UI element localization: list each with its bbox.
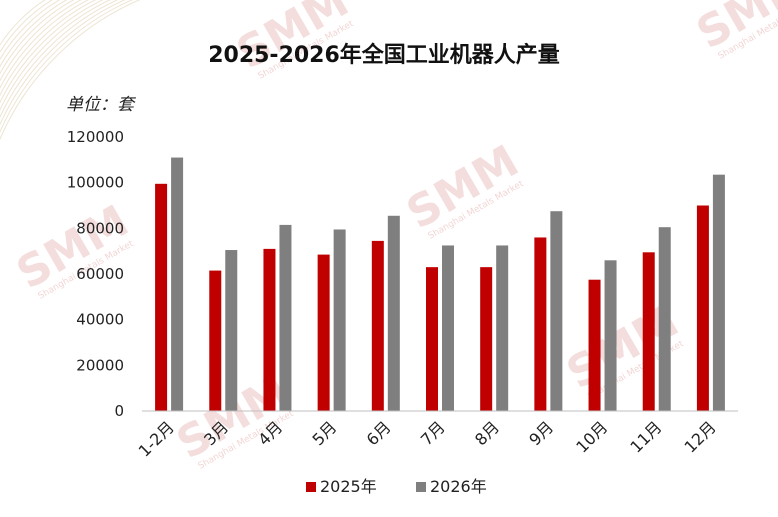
bar-series-1 <box>642 252 655 411</box>
decorative-arc <box>0 0 82 82</box>
bar-series-2 <box>550 211 563 411</box>
decorative-arc <box>0 0 46 46</box>
x-category-label: 5月 <box>309 417 341 449</box>
x-category-label: 11月 <box>626 417 665 456</box>
decorative-arc <box>0 0 141 141</box>
x-category-label: 8月 <box>471 417 503 449</box>
bar-series-1 <box>317 254 330 411</box>
decorative-arc <box>0 0 119 119</box>
x-category-label: 7月 <box>417 417 449 449</box>
chart-title: 2025-2026年全国工业机器人产量 <box>208 42 560 68</box>
legend-swatch <box>306 482 316 492</box>
bar-series-2 <box>604 260 617 411</box>
bars-layer <box>155 157 725 411</box>
x-category-label: 10月 <box>572 417 611 456</box>
bar-series-1 <box>534 237 547 411</box>
bar-series-2 <box>658 227 671 411</box>
bar-series-2 <box>387 215 400 411</box>
bar-series-2 <box>712 174 725 411</box>
decorative-arc <box>0 0 104 104</box>
bar-series-1 <box>588 279 601 411</box>
bar-series-1 <box>371 240 384 411</box>
bar-series-2 <box>225 250 238 411</box>
x-category-label: 6月 <box>363 417 395 449</box>
y-tick-label: 80000 <box>76 219 124 237</box>
bar-series-2 <box>279 224 292 411</box>
y-tick-label: 100000 <box>67 174 124 192</box>
x-category-label: 12月 <box>681 417 720 456</box>
y-tick-label: 20000 <box>76 356 124 374</box>
decorative-arc <box>0 0 126 126</box>
bar-series-1 <box>696 205 709 411</box>
unit-label: 单位：套 <box>66 95 137 115</box>
y-tick-label: 120000 <box>67 128 124 146</box>
decorative-arc <box>0 0 75 75</box>
decorative-arc <box>0 0 54 54</box>
bar-series-2 <box>442 245 454 411</box>
decorative-arc <box>0 0 97 97</box>
decorative-arc <box>0 0 68 68</box>
y-tick-label: 0 <box>114 402 124 420</box>
corner-decoration <box>0 0 141 141</box>
y-tick-label: 60000 <box>76 265 124 283</box>
bar-series-1 <box>263 248 276 411</box>
decorative-arc <box>0 0 90 90</box>
bar-series-1 <box>155 183 168 411</box>
decorative-arc <box>0 0 61 61</box>
bar-series-1 <box>209 270 222 411</box>
bar-series-2 <box>496 245 509 411</box>
y-tick-label: 40000 <box>76 311 124 329</box>
legend-label: 2025年 <box>320 477 377 496</box>
legend: 2025年 2026年 <box>306 477 487 496</box>
legend-label: 2026年 <box>430 477 487 496</box>
legend-swatch <box>416 482 426 492</box>
decorative-arc <box>0 0 112 112</box>
bar-series-2 <box>171 157 184 411</box>
x-category-label: 9月 <box>525 417 557 449</box>
y-axis-ticks: 0 20000 40000 60000 80000 100000 120000 <box>67 128 124 420</box>
bar-series-2 <box>333 229 346 411</box>
bar-series-1 <box>426 267 438 411</box>
decorative-arc <box>0 0 134 134</box>
bar-series-1 <box>480 267 493 411</box>
